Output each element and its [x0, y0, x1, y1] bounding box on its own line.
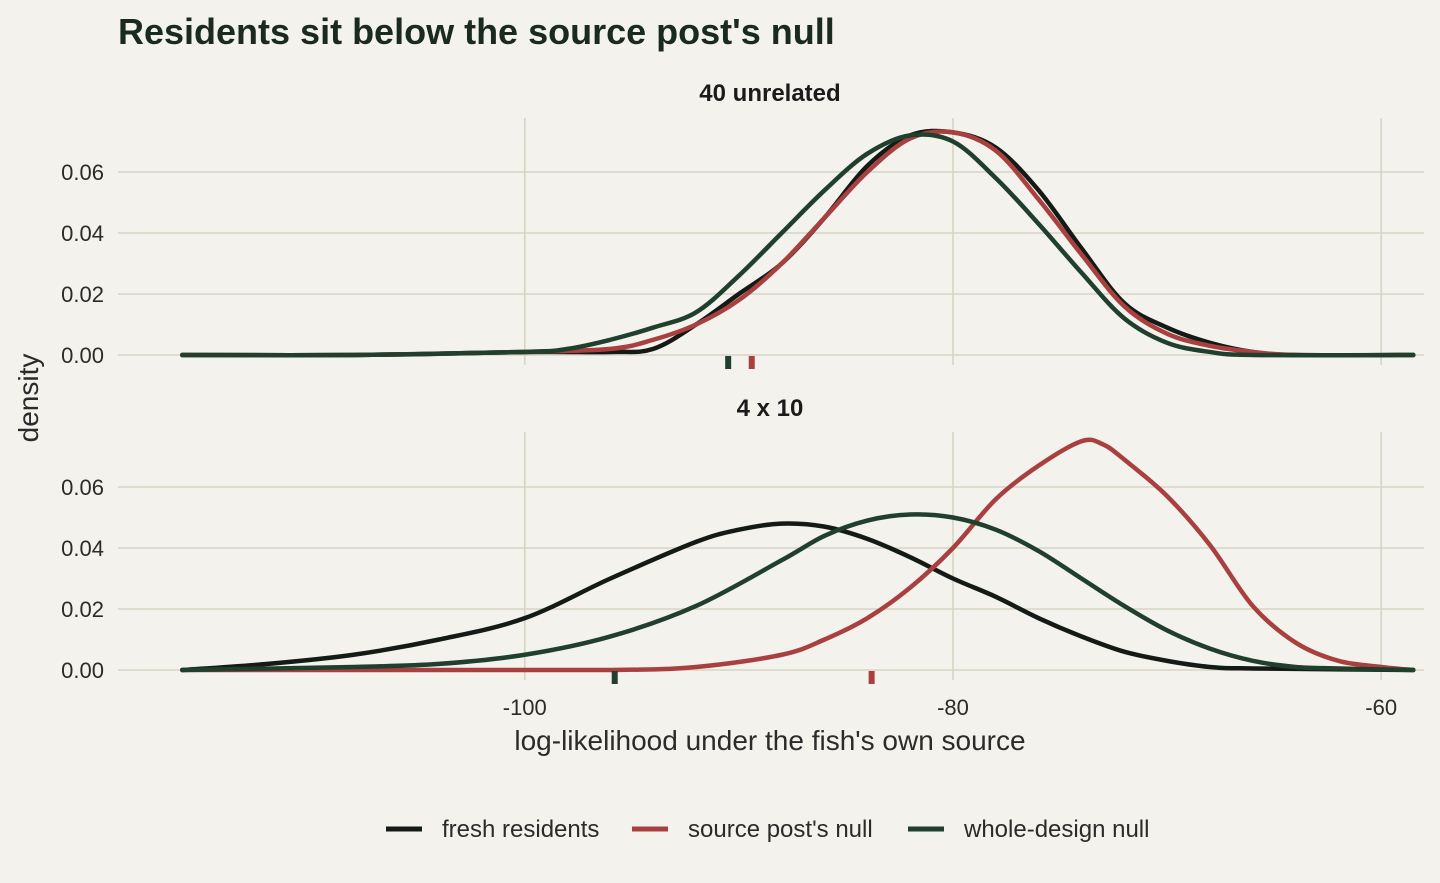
y-tick-label: 0.02: [61, 282, 104, 307]
chart-title: Residents sit below the source post's nu…: [118, 11, 835, 52]
y-tick-label: 0.06: [61, 160, 104, 185]
x-tick-label: -60: [1365, 695, 1397, 720]
density-curve: [179, 129, 1416, 358]
y-tick-label: 0.02: [61, 597, 104, 622]
y-tick-label: 0.00: [61, 343, 104, 368]
density-curve: [179, 437, 1416, 673]
x-tick-label: -100: [503, 695, 547, 720]
panel-label: 4 x 10: [737, 395, 804, 422]
legend: fresh residents source post's null whole-d…: [386, 816, 1149, 843]
x-axis-title: log-likelihood under the fish's own sour…: [514, 725, 1025, 756]
legend-label: fresh residents: [442, 816, 599, 843]
legend-label: source post's null: [688, 816, 873, 843]
legend-item: source post's null: [632, 816, 873, 843]
density-curve: [179, 512, 1416, 673]
panel-label: 40 unrelated: [699, 80, 840, 107]
y-tick-label: 0.00: [61, 658, 104, 683]
y-axis-title: density: [13, 354, 44, 443]
density-curve: [179, 521, 1416, 673]
legend-item: fresh residents: [386, 816, 599, 843]
density-curve: [179, 128, 1416, 358]
density-curve: [179, 132, 1416, 358]
gridlines: [118, 118, 1424, 365]
y-tick-label: 0.04: [61, 536, 104, 561]
x-axis: -100 -80 -60: [503, 695, 1397, 720]
y-tick-label: 0.04: [61, 221, 104, 246]
gridlines: [118, 432, 1424, 680]
x-tick-label: -80: [937, 695, 969, 720]
panel-40-unrelated: 40 unrelated 0.00 0.02 0.04 0.06: [61, 80, 1424, 369]
legend-item: whole-design null: [908, 816, 1149, 843]
panel-4x10: 4 x 10 0.00 0.02 0.04 0.06: [61, 395, 1424, 684]
legend-label: whole-design null: [963, 816, 1149, 843]
y-tick-label: 0.06: [61, 475, 104, 500]
